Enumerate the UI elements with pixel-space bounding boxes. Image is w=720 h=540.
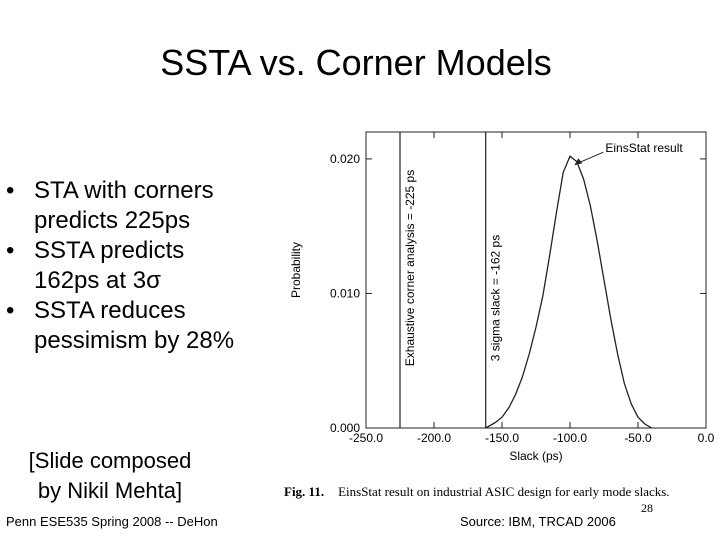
bullet-text-line: pessimism by 28% [34,327,235,354]
bullet-marker: • [6,177,15,204]
bullet-text-line: predicts 225ps [34,207,191,234]
bullet-text-line: SSTA predicts [34,237,185,264]
slide-title: SSTA vs. Corner Models [160,42,552,83]
bullet-item: • SSTA predicts 162ps at 3σ [6,236,286,296]
bullet-text-line: STA with corners [34,177,214,204]
footer-source: Source: IBM, TRCAD 2006 [460,514,616,529]
credit-line: by Nikil Mehta] [37,478,183,503]
figure-number: Fig. 11. [284,484,325,499]
x-tick-label: -150.0 [485,431,519,445]
probability-curve [485,155,652,429]
bullet-list: • STA with corners predicts 225ps • SSTA… [6,176,286,356]
x-tick-label: -100.0 [553,431,587,445]
y-tick-label: 0.000 [330,421,360,435]
einsstat-label: EinsStat result [605,141,683,155]
bullet-marker: • [6,297,15,324]
sigma-slack-label: 3 sigma slack = -162 ps [489,235,503,361]
slack-probability-chart: -250.0 -200.0 -150.0 -100.0 -50.0 0.0 0.000 0.0… [289,131,715,463]
bullet-text-line: 162ps at 3σ [34,267,161,294]
figure-caption: Fig. 11. EinsStat result on industrial AS… [284,484,670,500]
footer-course: Penn ESE535 Spring 2008 -- DeHon [6,514,218,529]
page-number: 28 [641,501,653,515]
credit-line: [Slide composed [28,448,192,473]
x-tick-label: -50.0 [624,431,652,445]
slide-credit: [Slide composed by Nikil Mehta] [10,446,210,506]
y-tick-label: 0.020 [330,152,360,166]
bullet-marker: • [6,237,15,264]
bullet-text-line: SSTA reduces [34,297,186,324]
bullet-item: • SSTA reduces pessimism by 28% [6,296,286,356]
einsstat-arrowhead [574,158,583,166]
y-axis-label: Probability [289,242,303,298]
corner-analysis-label: Exhaustive corner analysis = -225 ps [403,170,417,366]
plot-frame [365,131,707,429]
x-axis-label: Slack (ps) [509,449,562,463]
bullet-item: • STA with corners predicts 225ps [6,176,286,236]
x-tick-label: -250.0 [349,431,383,445]
figure-caption-text: EinsStat result on industrial ASIC desig… [338,484,670,499]
x-tick-label: -200.0 [417,431,451,445]
x-tick-label: 0.0 [698,431,715,445]
y-tick-label: 0.010 [330,286,360,300]
